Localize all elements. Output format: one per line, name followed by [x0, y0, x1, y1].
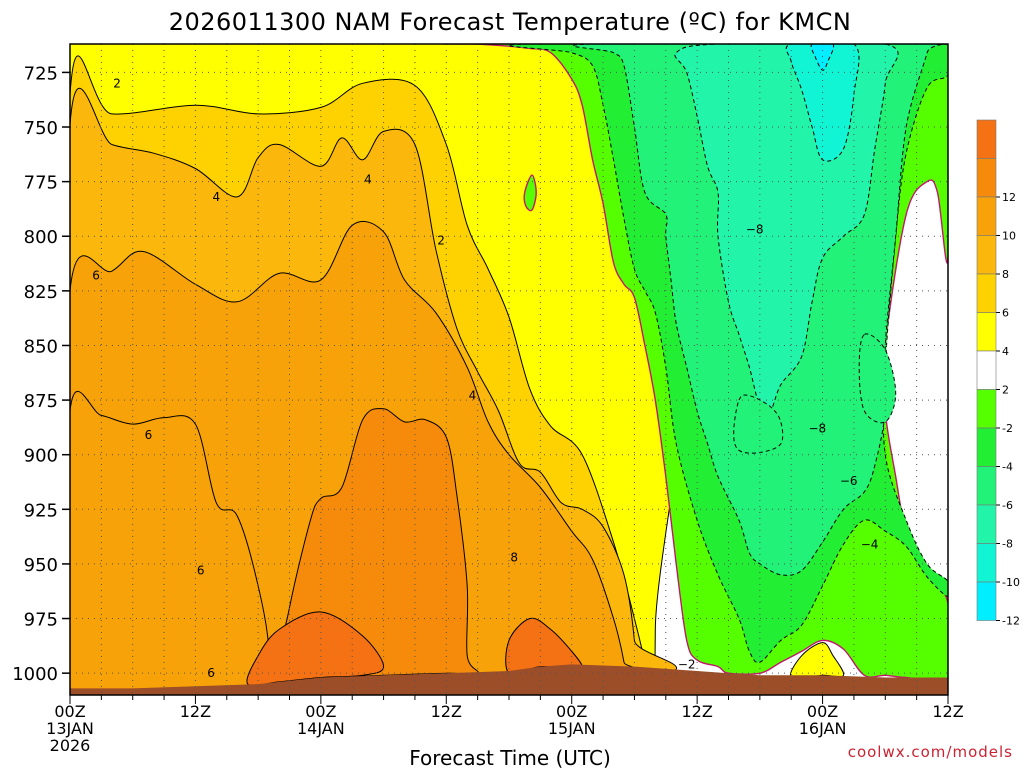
contour-label: 6 [197, 563, 205, 577]
legend-swatch [976, 427, 997, 467]
x-tick-label: 00Z [54, 702, 85, 721]
legend-label: 6 [1002, 307, 1009, 320]
legend-label: -8 [1002, 538, 1013, 551]
legend-swatch [976, 158, 997, 198]
legend-swatch [976, 581, 997, 621]
y-tick-label: 750 [24, 118, 58, 139]
y-tick-label: 875 [24, 391, 58, 412]
source-credit: coolwx.com/models [848, 743, 1013, 761]
contour-label: 6 [92, 269, 100, 283]
legend-label: 10 [1002, 230, 1016, 243]
color-legend: 12 10 8 6 4 2 -2 -4 -6 -8 -10 -12 [976, 119, 1020, 628]
contour-label: 4 [213, 190, 221, 204]
x-tick-label: 00Z [305, 702, 336, 721]
legend-label: -12 [1002, 615, 1020, 628]
legend-swatch [976, 273, 997, 313]
legend-swatch [976, 543, 997, 583]
legend-swatch [976, 350, 997, 390]
contour-label: 4 [364, 172, 372, 186]
legend-label: -4 [1002, 461, 1013, 474]
contour-label: 6 [145, 428, 153, 442]
y-tick-label: 825 [24, 282, 58, 303]
legend-swatch [976, 389, 997, 429]
y-tick-label: 1000 [12, 664, 58, 685]
legend-swatch [976, 235, 997, 275]
contour-label: 6 [207, 666, 215, 680]
legend-label: 2 [1002, 384, 1009, 397]
contour-label: −8 [808, 421, 826, 435]
legend-swatch [976, 119, 997, 159]
chart-title: 2026011300 NAM Forecast Temperature (ºC)… [169, 8, 852, 36]
legend-label: -6 [1002, 499, 1013, 512]
region--10-to--12 [785, 44, 860, 162]
pressure-axis: 725 750 775 800 825 850 875 900 925 950 975 1000 [12, 63, 70, 685]
contour-label: 2 [437, 234, 445, 248]
region-12-to-14 [246, 611, 385, 687]
y-tick-label: 775 [24, 173, 58, 194]
legend-swatch [976, 466, 997, 506]
contour-labels: 2 4 4 2 6 6 4 8 6 6 −8 −8 −6 −4 −2 [92, 76, 878, 680]
x-tick-label: 00Z [556, 702, 587, 721]
legend-swatch [976, 196, 997, 236]
legend-label: 12 [1002, 191, 1016, 204]
contour-label: 8 [510, 550, 518, 564]
contour-label: −8 [746, 223, 764, 237]
y-tick-label: 925 [24, 500, 58, 521]
y-tick-label: 800 [24, 227, 58, 248]
contour-label: 4 [469, 389, 477, 403]
x-tick-label: 12Z [180, 702, 211, 721]
contour-label: −6 [840, 474, 858, 488]
x-axis-label: Forecast Time (UTC) [409, 746, 611, 768]
contour-label: −2 [678, 657, 696, 671]
y-tick-label: 950 [24, 555, 58, 576]
x-tick-label: 14JAN [297, 719, 345, 738]
x-tick-label: 2026 [50, 736, 91, 755]
y-tick-label: 975 [24, 610, 58, 631]
legend-label: 4 [1002, 345, 1009, 358]
x-tick-label: 16JAN [799, 719, 847, 738]
region--6-to--8 [733, 394, 784, 454]
x-tick-label: 00Z [807, 702, 838, 721]
x-tick-label: 12Z [932, 702, 963, 721]
contour-label: −4 [861, 537, 879, 551]
terrain-profile [70, 664, 948, 695]
temperature-regions [70, 44, 948, 695]
x-tick-label: 12Z [431, 702, 462, 721]
y-tick-label: 725 [24, 63, 58, 84]
x-tick-label: 13JAN [46, 719, 94, 738]
grid-lines [70, 44, 948, 695]
legend-label: 8 [1002, 268, 1009, 281]
x-tick-label: 15JAN [548, 719, 596, 738]
region--2-to--4 [523, 174, 537, 212]
legend-label: -2 [1002, 422, 1013, 435]
legend-swatch [976, 504, 997, 544]
y-tick-label: 900 [24, 446, 58, 467]
x-tick-label: 12Z [681, 702, 712, 721]
legend-label: -10 [1002, 576, 1020, 589]
region--12-to--14 [810, 44, 835, 71]
contour-label: 2 [113, 76, 121, 90]
legend-swatch [976, 312, 997, 352]
y-tick-label: 850 [24, 336, 58, 357]
